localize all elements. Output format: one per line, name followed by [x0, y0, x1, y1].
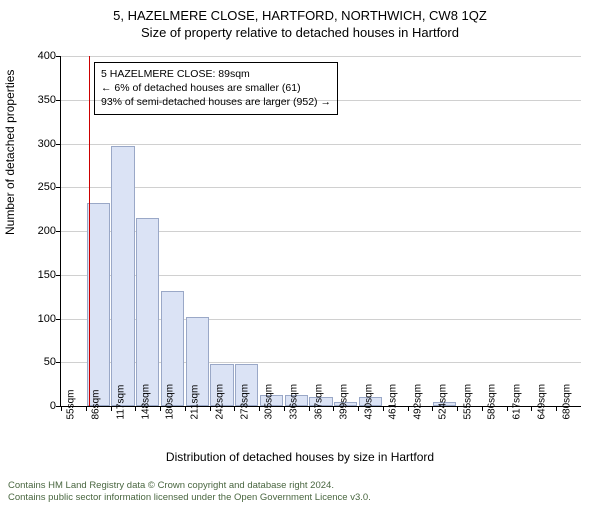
- page-subtitle: Size of property relative to detached ho…: [0, 25, 600, 40]
- x-tick-mark: [284, 406, 285, 411]
- x-axis-label: Distribution of detached houses by size …: [0, 450, 600, 464]
- page-title-address: 5, HAZELMERE CLOSE, HARTFORD, NORTHWICH,…: [0, 8, 600, 23]
- grid-line: [61, 187, 581, 188]
- x-tick-mark: [61, 406, 62, 411]
- y-tick-label: 250: [26, 181, 56, 193]
- y-tick-mark: [56, 187, 61, 188]
- x-tick-mark: [556, 406, 557, 411]
- x-tick-mark: [358, 406, 359, 411]
- y-axis-label: Number of detached properties: [3, 70, 17, 235]
- y-tick-mark: [56, 362, 61, 363]
- y-tick-mark: [56, 56, 61, 57]
- x-tick-mark: [482, 406, 483, 411]
- plot-area: 05010015020025030035040055sqm86sqm117sqm…: [60, 56, 581, 407]
- y-tick-mark: [56, 231, 61, 232]
- x-tick-mark: [185, 406, 186, 411]
- y-tick-mark: [56, 100, 61, 101]
- y-tick-label: 150: [26, 269, 56, 281]
- y-tick-mark: [56, 275, 61, 276]
- annotation-line3: 93% of semi-detached houses are larger (…: [101, 95, 331, 109]
- y-tick-label: 350: [26, 94, 56, 106]
- grid-line: [61, 56, 581, 57]
- x-tick-mark: [432, 406, 433, 411]
- reference-line: [89, 56, 90, 406]
- y-tick-label: 50: [26, 356, 56, 368]
- x-tick-mark: [383, 406, 384, 411]
- x-tick-mark: [309, 406, 310, 411]
- x-tick-mark: [135, 406, 136, 411]
- x-tick-mark: [507, 406, 508, 411]
- annotation-box: 5 HAZELMERE CLOSE: 89sqm← 6% of detached…: [94, 62, 338, 115]
- x-tick-mark: [111, 406, 112, 411]
- y-tick-label: 100: [26, 313, 56, 325]
- x-tick-mark: [333, 406, 334, 411]
- x-tick-mark: [408, 406, 409, 411]
- footer-line2: Contains public sector information licen…: [8, 492, 371, 504]
- histogram-bar: [111, 146, 134, 406]
- x-tick-mark: [210, 406, 211, 411]
- y-tick-label: 0: [26, 400, 56, 412]
- y-tick-label: 200: [26, 225, 56, 237]
- y-tick-mark: [56, 319, 61, 320]
- annotation-line1: 5 HAZELMERE CLOSE: 89sqm: [101, 67, 331, 81]
- x-tick-mark: [531, 406, 532, 411]
- grid-line: [61, 144, 581, 145]
- y-tick-label: 300: [26, 138, 56, 150]
- x-tick-mark: [86, 406, 87, 411]
- x-tick-mark: [234, 406, 235, 411]
- chart: 05010015020025030035040055sqm86sqm117sqm…: [60, 56, 580, 406]
- footer-credits: Contains HM Land Registry data © Crown c…: [8, 480, 371, 504]
- x-tick-mark: [457, 406, 458, 411]
- y-tick-mark: [56, 144, 61, 145]
- annotation-line2: ← 6% of detached houses are smaller (61): [101, 81, 331, 95]
- x-tick-mark: [160, 406, 161, 411]
- x-tick-mark: [259, 406, 260, 411]
- footer-line1: Contains HM Land Registry data © Crown c…: [8, 480, 371, 492]
- y-tick-label: 400: [26, 50, 56, 62]
- histogram-bar: [136, 218, 159, 406]
